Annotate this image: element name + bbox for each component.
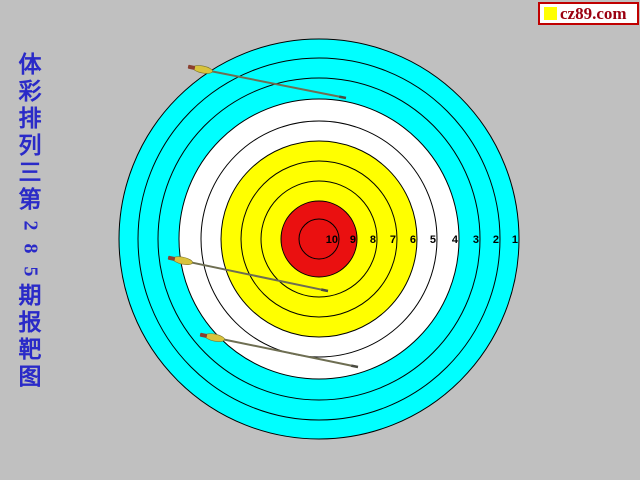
vertical-title-char: 体 bbox=[18, 52, 42, 78]
ring-label: 10 bbox=[326, 234, 338, 246]
arrow bbox=[187, 64, 347, 100]
vertical-title-char: 图 bbox=[18, 364, 42, 390]
ring-label: 6 bbox=[410, 234, 416, 246]
arrow-tip bbox=[320, 288, 329, 293]
ring-boundary bbox=[178, 98, 460, 380]
ring-boundary bbox=[200, 120, 438, 358]
vertical-title-char: 列 bbox=[18, 133, 42, 159]
ring-label: 1 bbox=[512, 234, 518, 246]
ring-label: 9 bbox=[350, 234, 356, 246]
arrow-tip bbox=[350, 364, 359, 369]
ring-boundary bbox=[118, 38, 520, 440]
arrow bbox=[199, 332, 359, 369]
yellow-square-icon bbox=[544, 7, 557, 20]
ring-label: 8 bbox=[370, 234, 376, 246]
ring-boundary bbox=[280, 200, 358, 278]
vertical-title-char: 排 bbox=[18, 106, 42, 132]
arrow-nock bbox=[187, 64, 196, 70]
ring-label: 3 bbox=[473, 234, 479, 246]
site-badge[interactable]: cz89.com bbox=[538, 2, 639, 25]
ring-label: 5 bbox=[430, 234, 436, 246]
ring-boundary bbox=[220, 140, 418, 338]
ring-boundary bbox=[137, 57, 501, 421]
arrow-nock bbox=[199, 332, 208, 338]
vertical-title-char: 报 bbox=[18, 310, 42, 336]
vertical-title-char: 彩 bbox=[18, 79, 42, 105]
arrow-tip bbox=[338, 95, 347, 100]
ring-boundary bbox=[157, 77, 481, 401]
ring-label: 7 bbox=[390, 234, 396, 246]
arrow-fletching bbox=[192, 65, 213, 74]
ring-boundary bbox=[298, 218, 340, 260]
target-band bbox=[281, 201, 357, 277]
site-badge-text: cz89.com bbox=[560, 3, 627, 23]
arrow-shaft bbox=[219, 337, 352, 367]
ring-label: 4 bbox=[452, 234, 459, 246]
vertical-title-char: 期 bbox=[18, 283, 42, 309]
ring-boundary bbox=[260, 180, 378, 298]
ring-boundary bbox=[240, 160, 398, 318]
arrow-shaft bbox=[207, 69, 340, 98]
arrow bbox=[167, 255, 329, 293]
arrow-nock bbox=[167, 255, 176, 261]
ring-label: 2 bbox=[493, 234, 499, 246]
vertical-title-char: 三 bbox=[18, 160, 42, 186]
vertical-title-char: 5 bbox=[19, 266, 42, 277]
vertical-title-char: 靶 bbox=[18, 337, 42, 363]
vertical-title-char: 第 bbox=[18, 187, 42, 213]
arrow-shaft bbox=[187, 260, 322, 291]
